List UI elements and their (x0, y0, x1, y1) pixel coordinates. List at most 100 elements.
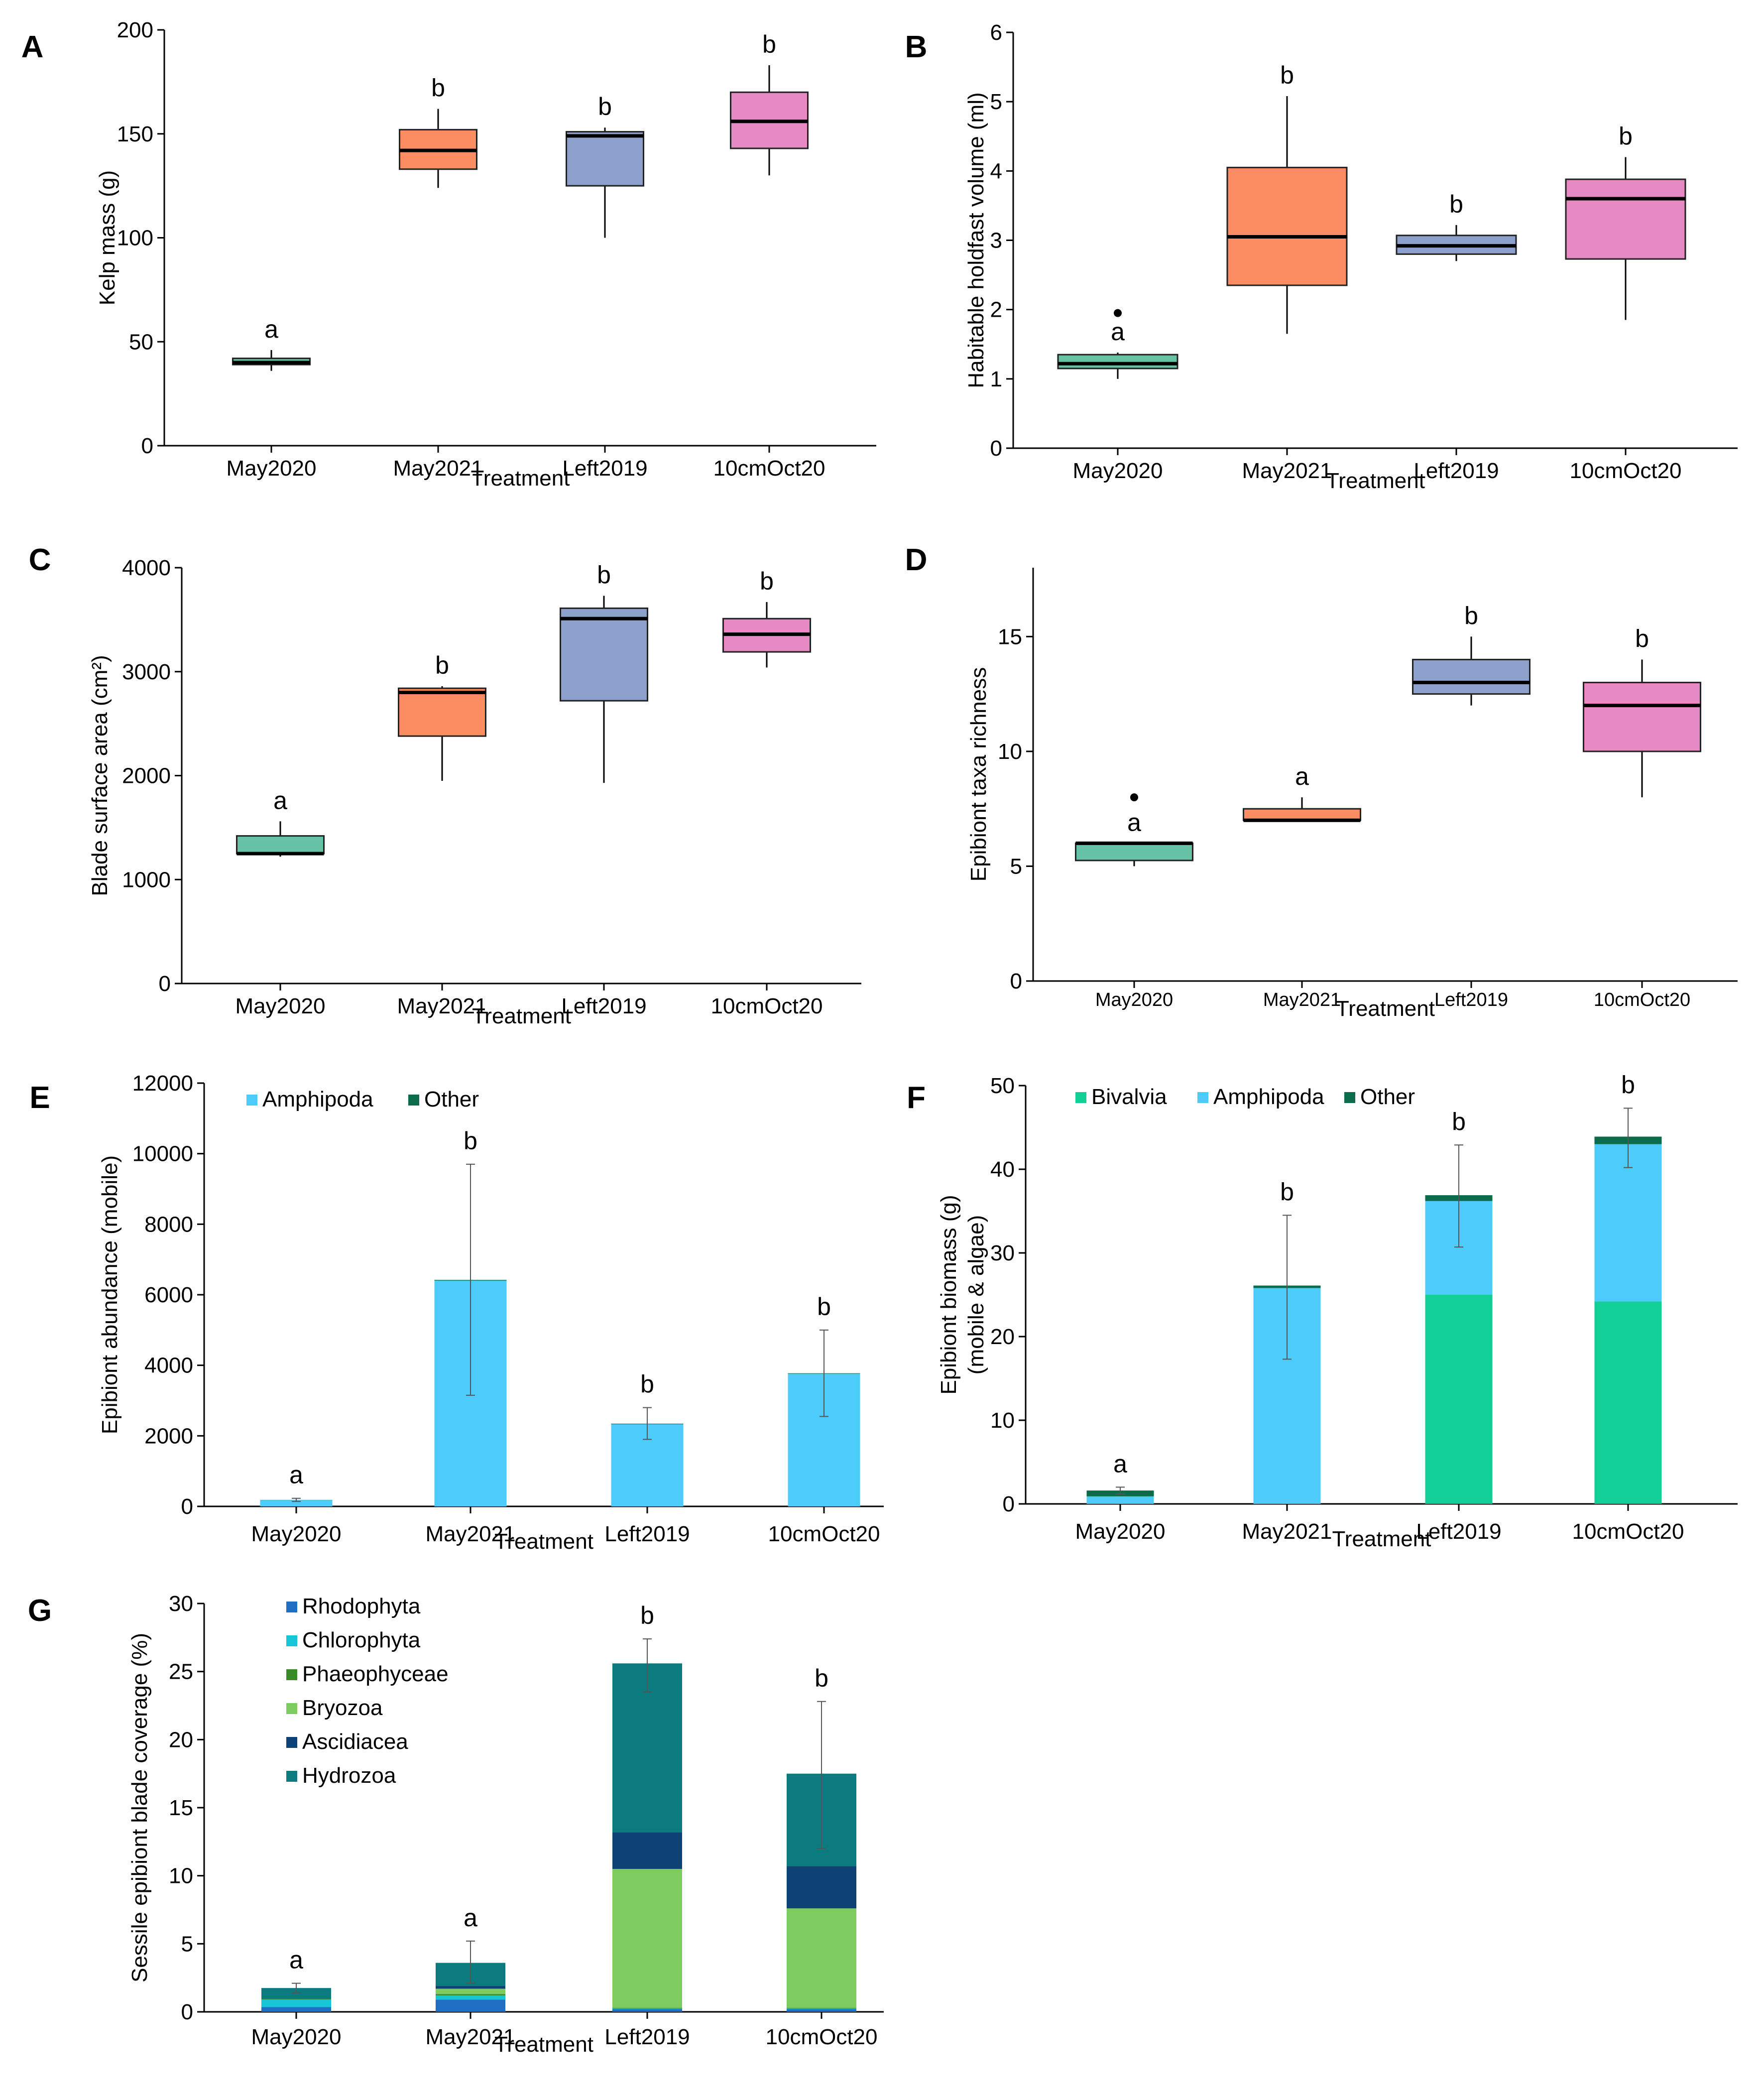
significance-letter: b (598, 93, 612, 121)
y-axis-title-f: Epibiont biomass (g) (937, 1195, 961, 1394)
box-left2019 (566, 131, 644, 187)
y-tick-label-e: 8000 (144, 1212, 193, 1236)
significance-letter: a (1127, 808, 1141, 836)
x-tick-label-a: May2020 (226, 456, 316, 481)
significance-letter: a (1295, 762, 1309, 790)
y-tick-label-g: 20 (169, 1727, 193, 1752)
y-tick-label-b: 4 (990, 159, 1002, 183)
x-tick-label-f: May2021 (1242, 1519, 1332, 1544)
y-tick-label-f: 20 (990, 1325, 1015, 1349)
panel-label-e: E (29, 1081, 50, 1115)
bar-chlorophyta (436, 1995, 505, 2000)
x-axis-title-d: Treatment (1336, 996, 1435, 1021)
x-tick-label-d: May2021 (1263, 989, 1341, 1010)
box-left2019 (560, 607, 648, 702)
legend-label-bivalvia: Bivalvia (1091, 1085, 1167, 1109)
bar-ascidiacea (436, 1986, 505, 1989)
box-may2020 (1057, 354, 1178, 370)
bar-rhodophyta (436, 1999, 505, 2012)
x-tick-label-b: Left2019 (1413, 459, 1499, 483)
panel-label-g: G (28, 1594, 52, 1628)
panel-label-a: A (21, 30, 44, 64)
bar-hydrozoa (261, 1988, 331, 1999)
y-tick-label-e: 4000 (144, 1354, 193, 1378)
box-left2019 (1412, 658, 1530, 695)
x-tick-label-d: 10cmOct20 (1594, 989, 1690, 1010)
x-tick-label-d: Left2019 (1434, 989, 1508, 1010)
legend-swatch-other (408, 1095, 419, 1106)
significance-letter: b (762, 30, 776, 58)
bar-phaeophyceae (436, 1994, 505, 1996)
significance-letter: a (289, 1461, 303, 1489)
y-tick-label-g: 15 (169, 1796, 193, 1820)
y-tick-label-a: 100 (117, 226, 153, 250)
y-tick-label-f: 50 (990, 1074, 1015, 1098)
legend-label-chlorophyta: Chlorophyta (302, 1628, 421, 1652)
y-axis-title-c: Blade surface area (cm²) (88, 655, 112, 896)
bar-bryozoa (436, 1988, 505, 1994)
x-tick-label-g: May2020 (251, 2025, 341, 2049)
box-10cmoct20 (1565, 178, 1686, 260)
legend-label-other: Other (1360, 1085, 1415, 1109)
y-tick-label-a: 0 (141, 434, 153, 458)
y-tick-label-g: 5 (181, 1932, 193, 1956)
significance-letter: b (817, 1293, 831, 1321)
bar-chlorophyta (612, 2008, 682, 2009)
significance-letter: b (435, 651, 449, 679)
y-axis-title-d: Epibiont taxa richness (966, 667, 991, 881)
bar-ascidiacea (787, 1866, 856, 1909)
legend-label-rhodophyta: Rhodophyta (302, 1594, 421, 1618)
y-tick-label-a: 200 (117, 18, 153, 42)
y-tick-label-b: 6 (990, 20, 1002, 45)
y-tick-label-e: 10000 (132, 1142, 193, 1166)
bar-bivalvia (1594, 1301, 1662, 1504)
y-tick-label-g: 25 (169, 1660, 193, 1684)
significance-letter: b (1464, 602, 1478, 629)
bar-chlorophyta (787, 2008, 856, 2009)
legend-label-ascidiacea: Ascidiacea (302, 1729, 408, 1754)
bar-chlorophyta (261, 1999, 331, 2007)
box-10cmoct20 (1583, 682, 1701, 752)
bar-amphipoda (1086, 1496, 1154, 1504)
legend-swatch-rhodophyta (286, 1602, 297, 1612)
panel-label-d: D (905, 543, 928, 577)
y-tick-label-e: 2000 (144, 1424, 193, 1448)
y-tick-label-f: 40 (990, 1157, 1015, 1182)
y-tick-label-b: 3 (990, 229, 1002, 253)
bar-ascidiacea (612, 1832, 682, 1869)
y-tick-label-e: 6000 (144, 1283, 193, 1307)
bar-rhodophyta (787, 2009, 856, 2012)
significance-letter: b (1619, 123, 1633, 150)
bar-amphipoda (1594, 1144, 1662, 1302)
legend-label-phaeophyceae: Phaeophyceae (302, 1662, 449, 1686)
y-tick-label-a: 150 (117, 122, 153, 146)
legend-swatch-ascidiacea (286, 1737, 297, 1748)
x-tick-label-c: May2020 (235, 994, 325, 1018)
significance-letter: b (1449, 190, 1463, 218)
y-axis-title-a: Kelp mass (g) (95, 170, 119, 305)
x-tick-label-f: May2020 (1075, 1519, 1165, 1544)
x-axis-title-b: Treatment (1326, 469, 1425, 493)
x-tick-label-c: May2021 (397, 994, 487, 1018)
y-tick-label-c: 1000 (122, 867, 171, 892)
x-tick-label-a: May2021 (393, 456, 483, 481)
significance-letter: b (760, 567, 774, 595)
significance-letter: a (264, 315, 278, 343)
significance-letter: b (431, 74, 445, 102)
significance-letter: b (1280, 1178, 1294, 1206)
y-tick-label-f: 30 (990, 1241, 1015, 1265)
x-tick-label-e: 10cmOct20 (768, 1522, 880, 1546)
legend-label-hydrozoa: Hydrozoa (302, 1763, 396, 1788)
x-tick-label-e: May2020 (251, 1522, 341, 1546)
x-tick-label-b: May2021 (1242, 459, 1332, 483)
panel-label-f: F (907, 1081, 926, 1115)
significance-letter: a (464, 1904, 477, 1932)
y-tick-label-b: 5 (990, 90, 1002, 114)
bar-rhodophyta (261, 2007, 331, 2012)
x-tick-label-e: Left2019 (604, 1522, 690, 1546)
y-axis-title-b: Habitable holdfast volume (ml) (964, 92, 988, 388)
y-tick-label-b: 1 (990, 367, 1002, 391)
significance-letter: b (1621, 1071, 1635, 1099)
legend-label-other: Other (424, 1087, 479, 1111)
